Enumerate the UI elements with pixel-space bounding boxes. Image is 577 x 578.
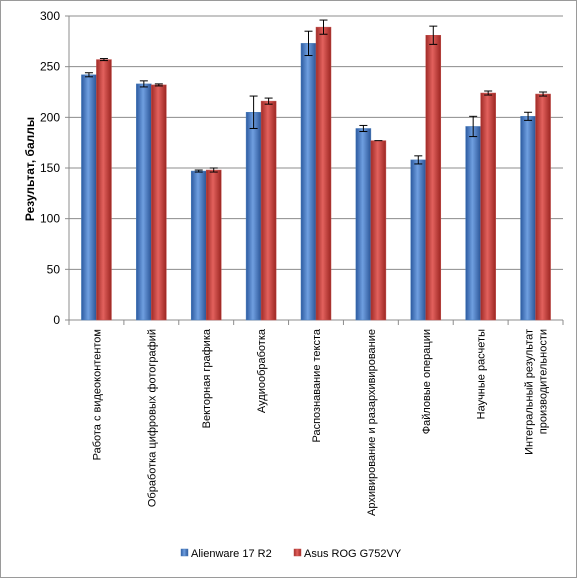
bar-asus xyxy=(260,100,277,321)
x-category-label: Аудиообработка xyxy=(256,328,268,413)
error-bar xyxy=(319,19,328,35)
category-labels: Работа с видеоконтентом Обработка цифровы… xyxy=(91,328,549,516)
y-tick-label: 250 xyxy=(40,60,60,74)
legend-swatch xyxy=(293,548,302,557)
y-tick-label: 0 xyxy=(53,313,60,327)
legend-label: Asus ROG G752VY xyxy=(304,548,402,560)
error-bar xyxy=(429,25,438,45)
x-category-label: Архивирование и разархивирование xyxy=(366,329,378,516)
x-category-label: Векторная графика xyxy=(201,328,213,428)
error-bar xyxy=(469,115,478,138)
bar-alienware xyxy=(520,116,536,321)
bars xyxy=(81,26,551,321)
bar-asus xyxy=(370,140,387,321)
bar-alienware xyxy=(355,128,372,321)
y-tick-label: 200 xyxy=(40,110,60,124)
legend-swatch xyxy=(180,548,189,557)
legend: Alienware 17 R2 Asus ROG G752VY xyxy=(180,548,402,560)
y-tick-label: 50 xyxy=(47,262,61,276)
error-bar xyxy=(264,97,273,105)
bar-alienware xyxy=(465,126,481,321)
bar-alienware xyxy=(300,43,317,321)
bar-alienware xyxy=(81,74,97,321)
y-tick-label: 100 xyxy=(40,212,60,226)
bar-asus xyxy=(535,93,551,321)
x-category-label: Интегральный результат производительности xyxy=(524,329,550,455)
error-bar xyxy=(99,58,108,62)
legend-item: Asus ROG G752VY xyxy=(293,548,402,560)
x-category-label: Научные расчеты xyxy=(476,329,488,419)
y-tick-label: 150 xyxy=(40,161,60,175)
error-bar xyxy=(524,111,533,121)
error-bar xyxy=(304,30,313,57)
error-bar xyxy=(539,91,548,97)
x-category-label: Файловые операции xyxy=(421,329,433,434)
bar-asus xyxy=(315,26,332,321)
bar-asus xyxy=(96,59,112,321)
x-category-label: Распознавание текста xyxy=(311,328,323,442)
bar-asus xyxy=(205,169,222,321)
bar-alienware xyxy=(245,112,262,321)
x-category-label: Работа с видеоконтентом xyxy=(91,329,103,460)
error-bars xyxy=(84,19,548,173)
bar-asus xyxy=(480,92,496,321)
error-bar xyxy=(154,83,163,87)
y-axis-label: Результат, баллы xyxy=(23,117,37,221)
error-bar xyxy=(359,124,368,133)
error-bar xyxy=(84,72,93,78)
legend-item: Alienware 17 R2 xyxy=(180,548,272,560)
bar-alienware xyxy=(410,159,427,321)
x-category-label: Обработка цифровых фотографий xyxy=(146,329,158,507)
bar-alienware xyxy=(190,170,207,321)
error-bar xyxy=(249,95,258,129)
bar-asus xyxy=(425,35,442,321)
error-bar xyxy=(139,80,148,88)
error-bar xyxy=(414,155,423,165)
bar-alienware xyxy=(136,83,152,321)
y-tick-labels: 0 50 100 150 200 250 300 xyxy=(40,9,60,327)
error-bar xyxy=(484,90,493,96)
error-bar xyxy=(209,167,218,173)
error-bar xyxy=(194,169,203,173)
legend-label: Alienware 17 R2 xyxy=(191,548,272,560)
y-tick-label: 300 xyxy=(40,9,60,23)
bar-asus xyxy=(151,84,167,321)
